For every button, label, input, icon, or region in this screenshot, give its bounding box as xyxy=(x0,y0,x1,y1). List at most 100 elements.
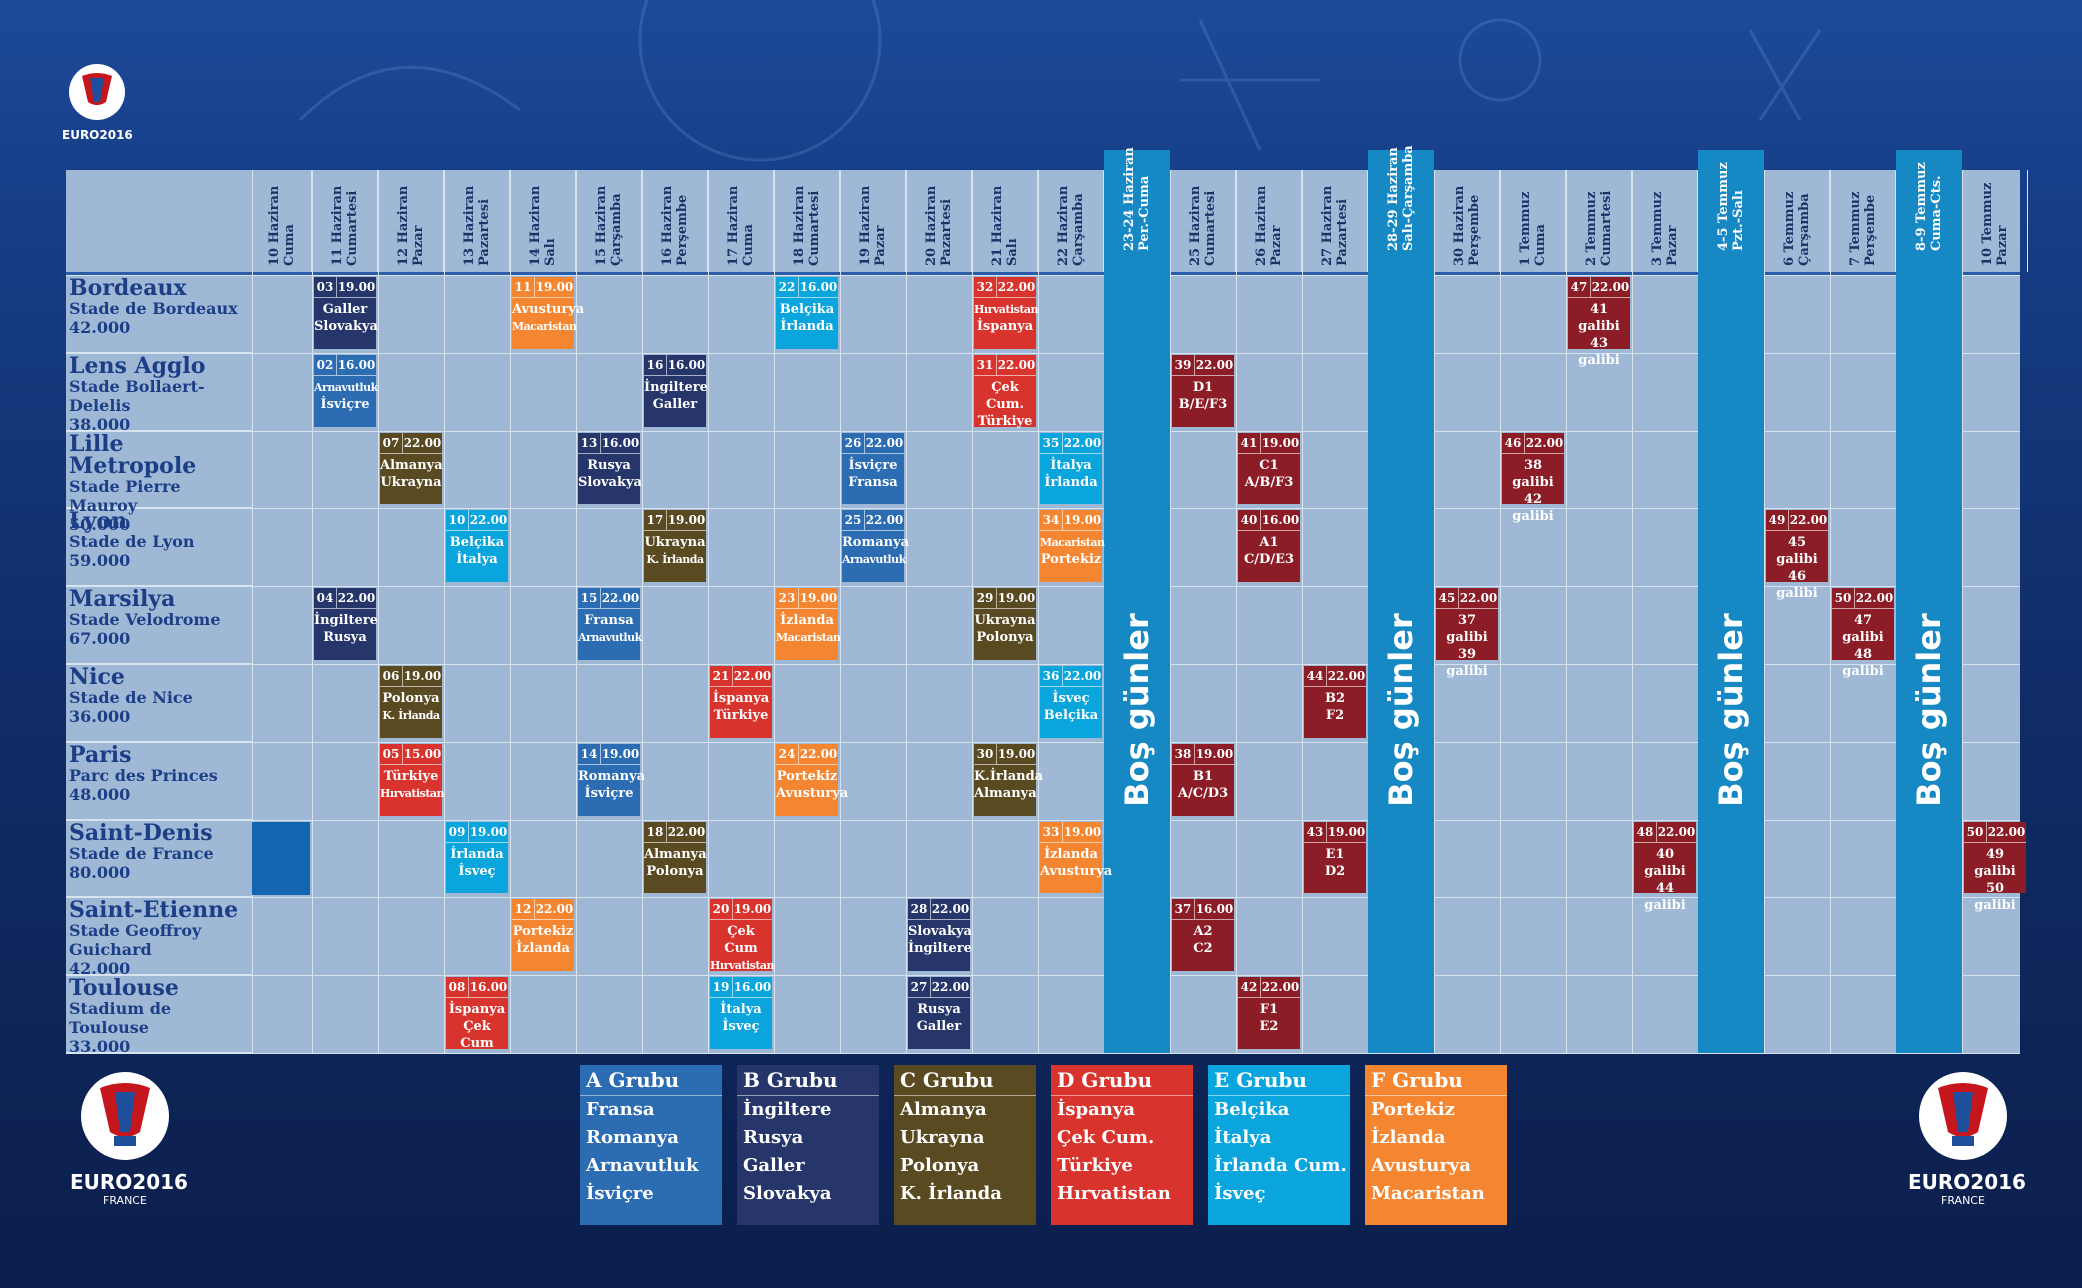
match-cell[interactable]: 42 22.00 F1 E2 xyxy=(1238,977,1300,1049)
column-divider xyxy=(906,170,907,1053)
match-cell[interactable]: 34 19.00 Macaristan Portekiz xyxy=(1040,510,1105,583)
match-cell[interactable]: 04 22.00 İngiltere Rusya xyxy=(314,588,378,660)
match-cell[interactable]: 31 22.00 Çek Cum. Türkiye xyxy=(974,354,1036,429)
team-away: İrlanda xyxy=(1044,474,1098,490)
match-cell[interactable]: 35 22.00 İtalya İrlanda xyxy=(1040,432,1102,505)
match-cell[interactable]: 24 22.00 Portekiz Avusturya xyxy=(776,743,848,816)
team-away: 48 galibi xyxy=(1842,647,1884,680)
match-teams: A1 C/D/E3 xyxy=(1238,531,1300,568)
team-home: 49 galibi xyxy=(1974,846,2016,879)
team-home: İrlanda xyxy=(450,846,504,862)
match-cell[interactable]: 40 16.00 A1 C/D/E3 xyxy=(1238,510,1300,583)
match-cell[interactable]: 41 19.00 C1 A/B/F3 xyxy=(1238,432,1300,505)
match-cell[interactable]: 18 22.00 Almanya Polonya xyxy=(644,821,707,894)
team-home: İzlanda xyxy=(1044,846,1098,862)
match-number: 33 xyxy=(1040,821,1063,842)
weekday-label: Pazar xyxy=(872,225,888,266)
match-cell[interactable]: 08 16.00 İspanya Çek Cum xyxy=(446,977,508,1051)
match-cell[interactable]: 36 22.00 İsveç Belçika xyxy=(1040,666,1102,738)
empty-days-label: Boş günler xyxy=(1910,613,1948,807)
match-cell[interactable]: 16 16.00 İngiltere Galler xyxy=(644,354,708,427)
group-team: Portekiz xyxy=(1371,1099,1455,1120)
match-number: 16 xyxy=(644,354,667,375)
venue-stadium: Parc des Princes xyxy=(69,765,218,785)
match-cell[interactable]: 17 19.00 Ukrayna K. İrlanda xyxy=(644,510,706,583)
match-number: 17 xyxy=(644,510,667,531)
team-home: İzlanda xyxy=(780,613,834,629)
venue-capacity: 48.000 xyxy=(69,784,131,804)
group-team: Polonya xyxy=(900,1155,980,1176)
match-cell[interactable]: 45 22.00 37 galibi 39 galibi xyxy=(1436,588,1498,679)
match-cell[interactable]: 03 19.00 Galler Slovakya xyxy=(314,277,378,349)
match-cell[interactable]: 27 22.00 Rusya Galler xyxy=(908,977,970,1049)
match-cell[interactable]: 25 22.00 Romanya Arnavutluk xyxy=(842,510,909,583)
row-divider xyxy=(66,352,2020,354)
match-cell[interactable]: 07 22.00 Almanya Ukrayna xyxy=(380,432,443,505)
match-cell[interactable]: 28 22.00 Slovakya İngiltere xyxy=(908,899,972,972)
row-divider xyxy=(66,1053,2020,1054)
match-cell[interactable]: 22 16.00 Belçika İrlanda xyxy=(776,277,838,349)
match-cell[interactable]: 12 22.00 Portekiz İzlanda xyxy=(512,899,574,972)
team-away: Portekiz xyxy=(1040,552,1102,568)
match-cell[interactable]: 47 22.00 41 galibi 43 galibi xyxy=(1568,277,1630,368)
team-home: Galler xyxy=(322,302,368,317)
match-teams: K.İrlanda Almanya xyxy=(974,765,1043,802)
match-cell[interactable]: 05 15.00 Türkiye Hırvatistan xyxy=(380,743,445,816)
match-number: 20 xyxy=(710,899,733,920)
match-cell[interactable]: 15 22.00 Fransa Arnavutluk xyxy=(578,588,642,660)
match-cell[interactable]: 11 19.00 Avusturya Macaristan xyxy=(512,277,584,349)
match-cell[interactable]: 09 19.00 İrlanda İsveç xyxy=(446,821,508,894)
match-cell[interactable]: 37 16.00 A2 C2 xyxy=(1172,899,1234,972)
match-teams: B1 A/C/D3 xyxy=(1172,765,1234,802)
match-cell[interactable]: 50 22.00 47 galibi 48 galibi xyxy=(1832,588,1894,679)
match-teams: Rusya Slovakya xyxy=(578,454,642,491)
match-cell[interactable]: 46 22.00 38 galibi 42 galibi xyxy=(1502,432,1564,524)
match-number: 26 xyxy=(842,432,865,453)
match-cell[interactable]: 30 19.00 K.İrlanda Almanya xyxy=(974,743,1043,816)
date-header: 2 Temmuz Cumartesi xyxy=(1566,170,1632,272)
logo-text: EURO2016 xyxy=(62,128,133,142)
match-number: 40 xyxy=(1238,510,1261,531)
match-cell[interactable]: 02 16.00 Arnavutluk İsviçre xyxy=(314,354,378,427)
venue-city: Saint-Denis xyxy=(69,819,213,846)
match-cell[interactable]: 19 16.00 İtalya İsveç xyxy=(710,977,772,1049)
match-cell[interactable]: 39 22.00 D1 B/E/F3 xyxy=(1172,354,1234,427)
match-cell[interactable]: 38 19.00 B1 A/C/D3 xyxy=(1172,743,1234,816)
match-cell[interactable]: 13 16.00 Rusya Slovakya xyxy=(578,432,642,505)
match-teams: Portekiz İzlanda xyxy=(512,920,574,957)
match-time: 19.00 xyxy=(601,746,640,761)
match-cell[interactable]: 32 22.00 Hırvatistan İspanya xyxy=(974,277,1039,349)
match-cell[interactable]: 49 22.00 45 galibi 46 galibi xyxy=(1766,510,1828,601)
column-divider xyxy=(774,170,775,1053)
match-time: 19.00 xyxy=(1195,746,1234,761)
match-number: 37 xyxy=(1172,899,1195,920)
venue-capacity: 42.000 xyxy=(69,959,131,979)
match-number: 35 xyxy=(1040,432,1063,453)
date-header: 20 Haziran Pazartesi xyxy=(906,170,972,272)
match-number: 45 xyxy=(1436,588,1459,609)
match-cell[interactable]: 33 19.00 İzlanda Avusturya xyxy=(1040,821,1112,894)
team-away: Fransa xyxy=(848,474,898,490)
match-cell[interactable]: 26 22.00 İsviçre Fransa xyxy=(842,432,904,505)
row-divider xyxy=(66,741,2020,743)
date-header-text: 20 Haziran Pazartesi xyxy=(924,186,954,266)
match-cell[interactable]: 48 22.00 40 galibi 44 galibi xyxy=(1634,821,1696,913)
match-header: 31 22.00 xyxy=(974,354,1036,376)
team-home: E1 xyxy=(1325,846,1345,862)
match-cell[interactable]: 20 19.00 Çek Cum Hırvatistan xyxy=(710,899,775,972)
venue-city: Paris xyxy=(69,741,132,768)
match-header: 16 16.00 xyxy=(644,354,706,376)
match-cell[interactable]: 43 19.00 E1 D2 xyxy=(1304,821,1366,894)
match-cell[interactable]: 44 22.00 B2 F2 xyxy=(1304,666,1366,738)
team-away: Slovakya xyxy=(314,319,378,334)
match-number: 42 xyxy=(1238,977,1261,998)
match-cell[interactable]: 50 22.00 49 galibi 50 galibi xyxy=(1964,821,2026,913)
match-cell[interactable]: 06 19.00 Polonya K. İrlanda xyxy=(380,666,442,738)
match-cell[interactable]: 21 22.00 İspanya Türkiye xyxy=(710,666,772,738)
venue-capacity: 42.000 xyxy=(69,318,131,337)
match-cell[interactable]: 23 19.00 İzlanda Macaristan xyxy=(776,588,841,660)
match-header: 12 22.00 xyxy=(512,899,574,921)
match-cell[interactable]: 14 19.00 Romanya İsviçre xyxy=(578,743,645,816)
match-cell[interactable]: 29 19.00 Ukrayna Polonya xyxy=(974,588,1036,660)
match-cell[interactable]: 10 22.00 Belçika İtalya xyxy=(446,510,508,583)
